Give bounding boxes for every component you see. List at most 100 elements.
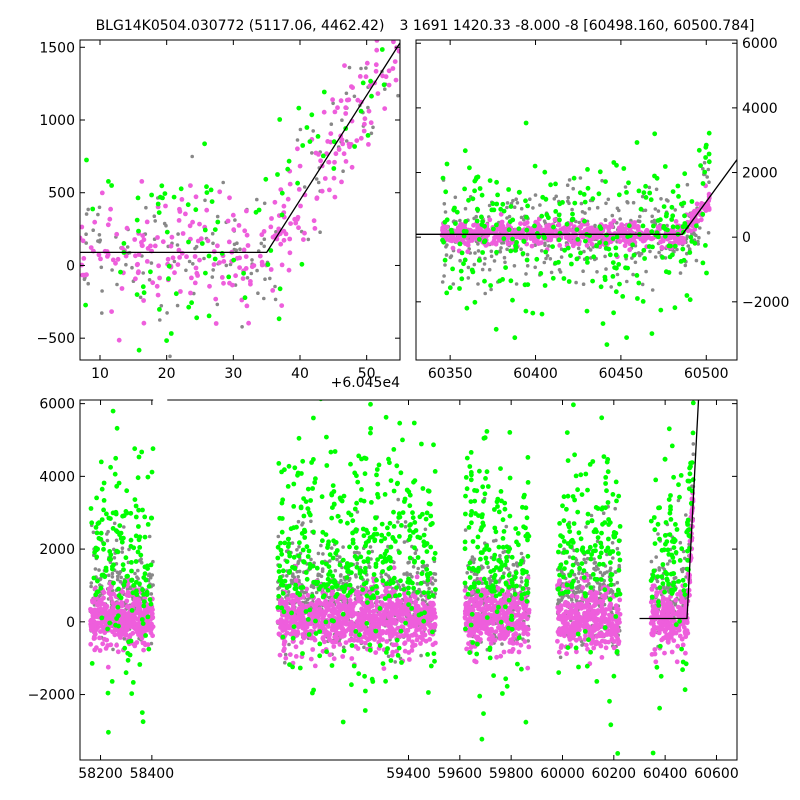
data-point-gray [411, 565, 416, 569]
data-point-magenta [383, 588, 388, 594]
data-point-magenta [217, 189, 223, 195]
data-point-gray [86, 281, 90, 286]
data-point-green [649, 229, 655, 235]
data-point-gray [576, 579, 581, 584]
data-point-magenta [377, 628, 382, 634]
data-point-magenta [465, 249, 471, 255]
data-point-green [641, 247, 647, 253]
data-point-green [173, 291, 179, 297]
data-point-gray [344, 139, 349, 143]
data-point-magenta [168, 243, 174, 249]
data-point-magenta [148, 624, 154, 630]
data-point-gray [567, 555, 572, 559]
data-point-green [477, 186, 483, 191]
data-point-green [636, 188, 642, 194]
data-point-green [442, 219, 448, 225]
data-point-magenta [391, 642, 396, 648]
data-point-gray [386, 574, 391, 578]
data-point-green [508, 248, 514, 254]
data-point-magenta [371, 608, 377, 614]
data-point-gray [519, 206, 524, 211]
data-point-gray [453, 195, 458, 200]
data-point-gray [659, 197, 663, 201]
data-point-magenta [340, 654, 346, 659]
data-point-gray [415, 571, 420, 575]
data-point-gray [210, 231, 215, 236]
data-point-magenta [141, 237, 147, 243]
data-point-green [194, 315, 200, 321]
data-point-green [516, 226, 522, 232]
data-point-gray [585, 584, 589, 588]
data-point-gray [698, 226, 702, 230]
data-point-gray [283, 652, 288, 657]
data-point-green [614, 265, 619, 271]
data-point-magenta [148, 243, 153, 249]
data-point-magenta [112, 632, 118, 638]
data-point-gray [571, 186, 575, 191]
data-point-magenta [400, 606, 406, 612]
data-point-gray [286, 590, 291, 594]
data-point-magenta [115, 256, 121, 262]
data-point-green [651, 223, 656, 229]
data-point-gray [649, 559, 654, 564]
data-point-green [582, 199, 588, 205]
data-point-gray [572, 573, 577, 577]
data-point-magenta [381, 610, 387, 616]
data-point-magenta [529, 243, 535, 249]
data-point-gray [592, 557, 596, 561]
data-point-magenta [99, 190, 105, 196]
data-point-magenta [97, 635, 102, 641]
data-point-magenta [332, 109, 338, 115]
data-point-magenta [139, 243, 145, 248]
data-point-magenta [150, 280, 156, 286]
data-point-magenta [358, 135, 364, 141]
data-point-magenta [297, 163, 303, 169]
data-point-magenta [693, 217, 699, 223]
data-point-green [209, 199, 215, 205]
data-point-gray [603, 254, 607, 259]
data-point-magenta [249, 264, 255, 270]
data-point-green [441, 239, 446, 245]
data-point-gray [149, 261, 154, 265]
data-point-green [661, 204, 667, 210]
data-point-magenta [299, 640, 304, 645]
data-point-magenta [410, 593, 416, 598]
data-point-gray [574, 219, 578, 224]
data-point-gray [344, 91, 349, 96]
data-point-green [503, 265, 508, 270]
data-point-green [482, 278, 487, 284]
data-point-green [663, 213, 669, 219]
data-point-magenta [478, 227, 483, 233]
data-point-gray [583, 560, 588, 565]
data-point-magenta [98, 256, 103, 262]
data-point-gray [640, 282, 645, 287]
data-point-magenta [386, 613, 391, 618]
data-point-magenta [391, 610, 397, 616]
data-point-green [149, 192, 155, 198]
data-point-magenta [380, 637, 385, 642]
data-point-magenta [414, 604, 419, 610]
data-point-gray [356, 585, 360, 590]
data-point-magenta [338, 98, 344, 104]
data-point-magenta [152, 243, 158, 249]
data-point-magenta [515, 234, 521, 239]
data-point-magenta [494, 654, 499, 660]
data-point-gray [287, 642, 291, 647]
data-point-green [358, 108, 364, 114]
data-point-magenta [98, 598, 104, 604]
data-point-gray [542, 260, 547, 265]
data-point-green [166, 263, 172, 269]
data-point-magenta [528, 236, 534, 242]
data-point-magenta [165, 256, 171, 262]
data-point-gray [84, 212, 89, 216]
data-point-magenta [288, 221, 293, 227]
data-point-green [649, 331, 655, 336]
data-point-magenta [425, 605, 431, 611]
data-point-gray [668, 559, 672, 563]
data-point-green [654, 175, 660, 181]
data-point-green [241, 270, 247, 276]
data-point-gray [133, 571, 137, 576]
data-point-magenta [407, 597, 413, 603]
data-point-gray [598, 582, 602, 586]
data-point-magenta [367, 613, 372, 619]
